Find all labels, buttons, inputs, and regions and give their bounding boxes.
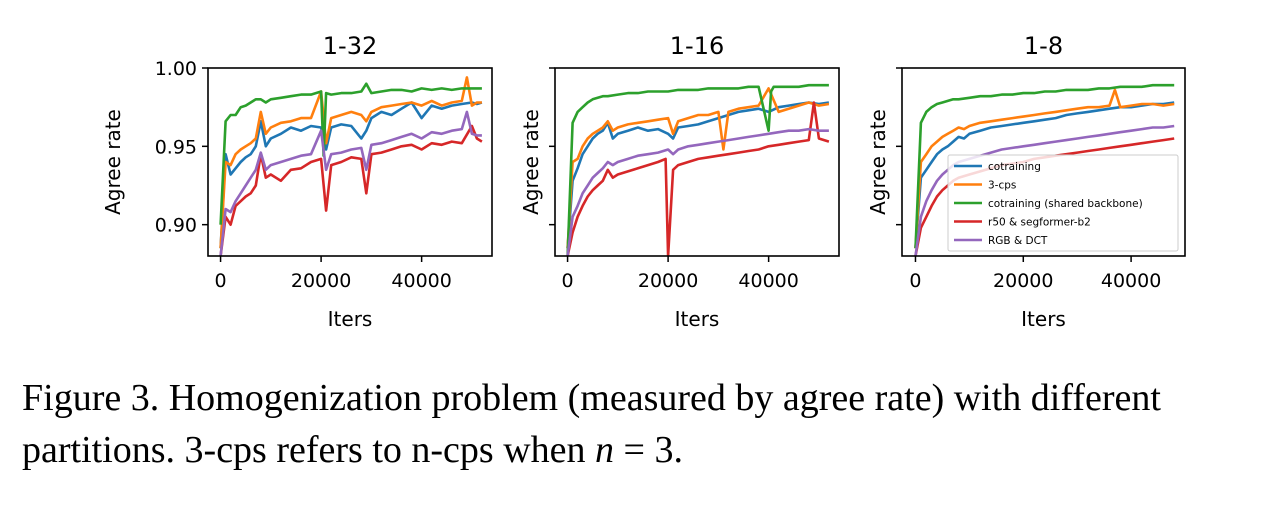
panel-3-xtick-label-2: 40000 [1101,270,1161,292]
panel-1-series-line-0 [219,101,483,249]
panel-2-series-line-0 [566,101,830,249]
panel-2-axes-frame [554,67,840,257]
panel-2-series-group [566,83,830,256]
panel-3-series-line-2 [914,83,1175,249]
figure-caption: Figure 3. Homogenization problem (measur… [22,372,1252,476]
caption-math-rest: = 3. [614,429,683,471]
panel-3-legend-label-4: RGB & DCT [988,235,1048,247]
panel-1-series-group [219,76,483,256]
panel-1-ylabel: Agree rate [101,109,125,215]
panel-1-axes-frame [207,67,493,257]
panel-2-series-line-2 [566,83,829,256]
panel-3-series-line-4 [914,124,1175,256]
panel-1-ytick-label-0: 0.90 [155,215,197,237]
panel-3-legend-label-3: r50 & segformer-b2 [988,217,1091,229]
caption-text: Figure 3. Homogenization problem (measur… [22,377,1161,471]
panel-2-series-line-3 [566,101,830,256]
panel-1: 1-32 0 20000 40000 0.90 0.95 1.00 Iters Agree ra… [101,32,493,331]
panel-1-xtick-label-2: 40000 [391,270,451,292]
panel-1-xtick-label-1: 20000 [291,270,351,292]
panel-3: 1-8 0 20000 40000 Iters Agree rate cotraining 3… [866,32,1186,331]
panel-2-ylabel: Agree rate [519,109,543,215]
panel-1-ytick-label-1: 0.95 [155,136,197,158]
panel-3-legend-label-2: cotraining (shared backbone) [988,198,1143,210]
panel-3-xtick-label-0: 0 [909,270,921,292]
panel-1-xlabel: Iters [328,307,373,331]
panel-2-xtick-label-2: 40000 [738,270,798,292]
panel-1-series-line-2 [219,82,482,225]
panel-3-legend-label-1: 3-cps [988,180,1016,192]
panel-2-series-line-1 [566,87,830,249]
panel-2-xtick-label-0: 0 [562,270,574,292]
panel-3-xlabel: Iters [1021,307,1066,331]
panel-1-series-line-1 [219,76,482,249]
panel-3-axes-frame [901,67,1186,257]
panel-1-series-line-4 [219,110,482,256]
panel-2-title: 1-16 [670,32,724,60]
panel-1-ytick-label-2: 1.00 [155,58,197,80]
panel-1-xtick-label-0: 0 [215,270,227,292]
panel-3-xtick-label-1: 20000 [993,270,1053,292]
panel-3-legend-box [947,154,1179,252]
panel-3-ylabel: Agree rate [866,109,890,215]
panel-3-legend: cotraining 3-cps cotraining (shared backbo… [947,154,1179,252]
panel-3-title: 1-8 [1024,32,1063,60]
panel-2-series-line-4 [566,127,829,256]
caption-math-variable: n [595,429,615,471]
panel-2-xtick-label-1: 20000 [638,270,698,292]
panel-3-series-line-1 [914,88,1175,249]
panel-2-xlabel: Iters [675,307,720,331]
panel-2: 1-16 0 20000 40000 Iters Agree rate [519,32,840,331]
panel-3-legend-label-0: cotraining [988,161,1041,173]
panel-1-series-line-3 [219,124,483,256]
panel-1-title: 1-32 [323,32,377,60]
